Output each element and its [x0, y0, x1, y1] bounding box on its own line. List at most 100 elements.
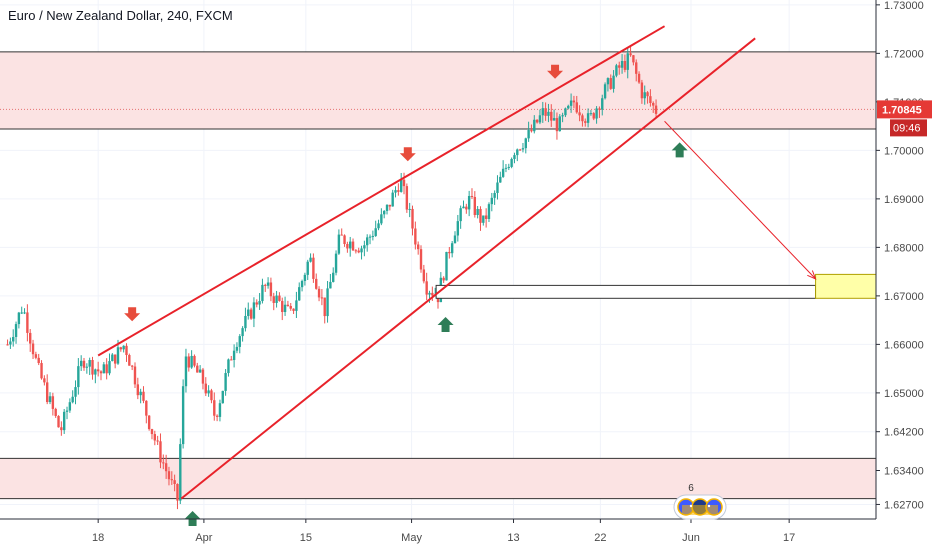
candle-body	[601, 98, 604, 110]
candle-body	[445, 251, 448, 281]
candle-body	[349, 241, 352, 249]
candle-body	[343, 235, 346, 245]
candle-body	[224, 373, 227, 391]
candle-body	[193, 355, 196, 366]
candle-body	[626, 53, 629, 70]
candle-body	[119, 347, 123, 350]
candle-body	[23, 312, 26, 314]
candle-body	[269, 282, 273, 297]
lower-trendline	[180, 37, 756, 500]
price-axis-background	[876, 0, 932, 550]
candle-body	[48, 396, 52, 403]
candle-body	[159, 441, 162, 463]
candle-body	[530, 130, 533, 132]
candle-body	[29, 332, 32, 344]
candle-body	[306, 261, 309, 275]
candle-body	[510, 158, 513, 167]
crowd-band	[682, 505, 718, 515]
candle-body	[640, 82, 644, 99]
candle-body	[414, 228, 417, 245]
candle-body	[196, 365, 199, 373]
up-arrow-icon	[437, 316, 454, 332]
candle-body	[547, 111, 550, 116]
candle-body	[215, 415, 219, 417]
candle-body	[586, 113, 590, 123]
candle-body	[337, 234, 341, 254]
crowd-dot	[707, 504, 711, 508]
candle-body	[210, 390, 213, 401]
time-tick-label: Jun	[682, 532, 700, 544]
candle-body	[408, 208, 411, 210]
candle-body	[567, 105, 570, 109]
candle-body	[51, 396, 55, 409]
candle-body	[405, 186, 409, 210]
candle-body	[252, 302, 256, 319]
candle-body	[113, 354, 117, 364]
candle-body	[635, 62, 638, 74]
candle-body	[292, 308, 295, 311]
candle-body	[235, 346, 239, 351]
candle-body	[377, 223, 380, 229]
candle-body	[416, 244, 420, 250]
candle-body	[125, 345, 128, 356]
candle-body	[281, 300, 284, 313]
candle-body	[315, 278, 318, 289]
projection-arrowhead	[807, 270, 817, 280]
candle-body	[255, 302, 258, 305]
down-arrow-icon	[124, 307, 141, 322]
candle-body	[584, 121, 587, 123]
candle-body	[68, 402, 72, 411]
candle-body	[111, 354, 114, 362]
candle-body	[371, 235, 375, 237]
candle-body	[496, 182, 499, 193]
candle-body	[524, 138, 527, 149]
candle-body	[425, 281, 428, 295]
candle-body	[527, 130, 530, 139]
candle-body	[533, 119, 536, 132]
candle-body	[351, 241, 355, 251]
candle-body	[649, 96, 652, 103]
candle-body	[187, 356, 190, 368]
candle-body	[275, 295, 278, 303]
candle-body	[62, 411, 66, 431]
candle-body	[37, 357, 40, 364]
candle-body	[374, 228, 377, 236]
price-badge	[877, 100, 932, 119]
candle-body	[247, 309, 250, 316]
candle-body	[320, 297, 324, 299]
price-tick-label: 1.62700	[884, 499, 924, 511]
price-tick-label: 1.67000	[884, 291, 924, 303]
candle-body	[357, 250, 360, 253]
price-tick-label: 1.63400	[884, 465, 924, 477]
candle-body	[238, 336, 241, 347]
candle-body	[397, 190, 400, 192]
candle-body	[456, 221, 460, 236]
candle-body	[272, 296, 275, 303]
candle-body	[170, 479, 174, 481]
candle-body	[541, 108, 544, 116]
candle-body	[108, 361, 111, 374]
candle-body	[278, 295, 281, 301]
candle-body	[204, 383, 207, 394]
candle-body	[241, 328, 244, 337]
candle-body	[442, 277, 445, 281]
price-tick-label: 1.72000	[884, 48, 924, 60]
candle-body	[65, 410, 69, 412]
candle-body	[249, 309, 253, 319]
candle-body	[589, 113, 593, 115]
candle-body	[538, 115, 542, 123]
candle-body	[283, 304, 287, 313]
candle-body	[612, 75, 615, 89]
candle-body	[535, 119, 539, 123]
up-arrow-icon	[671, 142, 688, 158]
candle-body	[9, 341, 12, 345]
candle-body	[312, 257, 315, 279]
candle-body	[470, 195, 474, 197]
candle-body	[82, 360, 86, 368]
candle-body	[484, 215, 488, 219]
candle-body	[360, 248, 363, 253]
candle-body	[79, 360, 83, 367]
candle-body	[213, 400, 216, 416]
